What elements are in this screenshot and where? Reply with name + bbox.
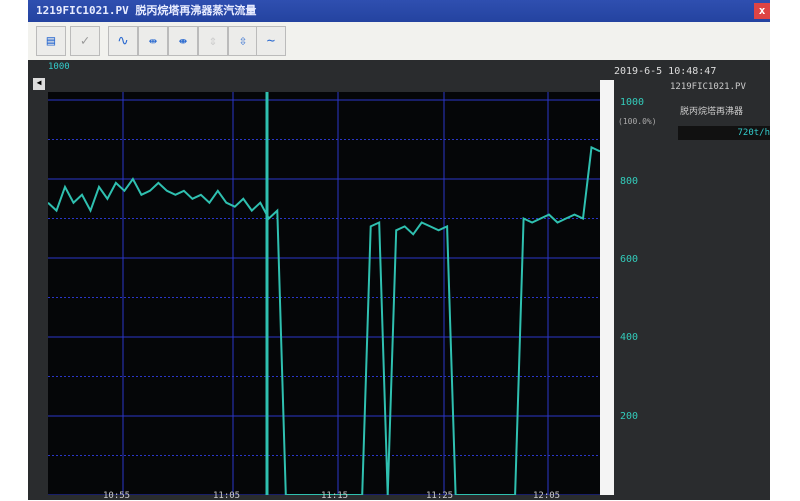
x-tick: 11:15 — [321, 491, 349, 501]
point-tag: 1219FIC1021.PV — [670, 82, 746, 92]
zoom-in-x-icon[interactable]: ⇹ — [138, 26, 168, 56]
vertical-scrollbar[interactable] — [600, 80, 614, 495]
wave-icon[interactable]: ∼ — [256, 26, 286, 56]
point-description: 脱丙烷塔再沸器 — [680, 107, 744, 117]
point-value: 720t/h — [678, 126, 770, 140]
datetime: 2019-6-5 10:48:47 — [614, 66, 717, 77]
scale-unit: (100.0%) — [618, 117, 657, 126]
trend-cursor-icon[interactable]: ∿ — [108, 26, 138, 56]
zoom-out-x-icon[interactable]: ⇼ — [168, 26, 198, 56]
y-tick: 800 — [620, 176, 639, 187]
check-icon[interactable]: ✓ — [70, 26, 100, 56]
close-button[interactable]: x — [754, 3, 770, 19]
trend-line — [47, 145, 601, 496]
pen-tag: 1000 — [48, 62, 70, 72]
scroll-left-button[interactable]: ◀ — [33, 78, 45, 90]
x-tick: 11:05 — [213, 491, 241, 501]
trend-window: 1219FIC1021.PV 脱丙烷塔再沸器蒸汽流量 x ▤ ✓ ∿ ⇹ ⇼ ⇕ … — [28, 0, 770, 501]
y-tick: 400 — [620, 332, 639, 343]
y-tick: 600 — [620, 254, 639, 265]
x-tick: 12:05 — [533, 491, 561, 501]
trend-plot[interactable] — [47, 92, 601, 496]
title-bar: 1219FIC1021.PV 脱丙烷塔再沸器蒸汽流量 x — [28, 0, 770, 22]
y-tick: 200 — [620, 411, 639, 422]
x-tick: 11:25 — [426, 491, 454, 501]
y-tick: 1000 — [620, 97, 645, 108]
x-tick: 10:55 — [103, 491, 131, 501]
zoom-out-y-icon[interactable]: ⇳ — [228, 26, 258, 56]
toolbar: ▤ ✓ ∿ ⇹ ⇼ ⇕ ⇳ ∼ — [28, 22, 770, 60]
window-title: 1219FIC1021.PV 脱丙烷塔再沸器蒸汽流量 — [36, 4, 257, 17]
zoom-in-y-icon[interactable]: ⇕ — [198, 26, 228, 56]
print-icon[interactable]: ▤ — [36, 26, 66, 56]
